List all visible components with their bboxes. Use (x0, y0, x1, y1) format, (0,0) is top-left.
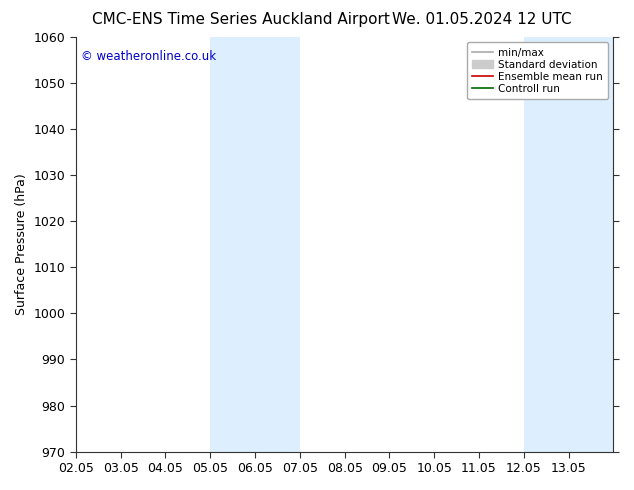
Bar (210, 37, 300, 452)
Y-axis label: Surface Pressure (hPa): Surface Pressure (hPa) (15, 173, 28, 315)
Text: We. 01.05.2024 12 UTC: We. 01.05.2024 12 UTC (392, 12, 572, 27)
Text: © weatheronline.co.uk: © weatheronline.co.uk (81, 49, 216, 63)
Bar (524, 37, 614, 452)
Text: CMC-ENS Time Series Auckland Airport: CMC-ENS Time Series Auckland Airport (92, 12, 390, 27)
Legend: min/max, Standard deviation, Ensemble mean run, Controll run: min/max, Standard deviation, Ensemble me… (467, 42, 608, 99)
